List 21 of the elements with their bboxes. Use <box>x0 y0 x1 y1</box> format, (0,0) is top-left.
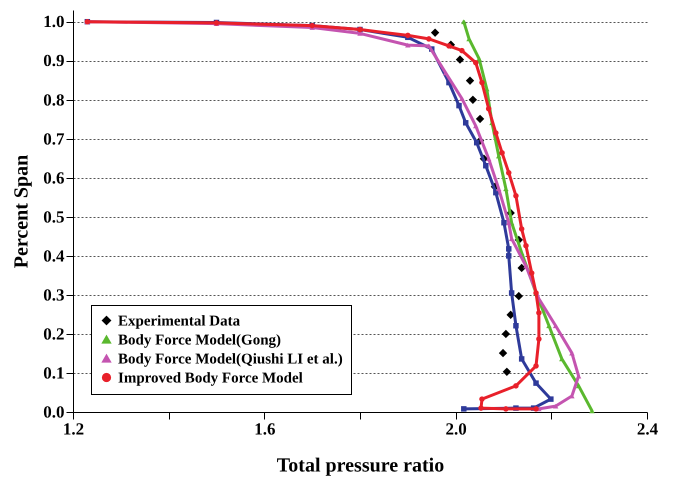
y-tick-label: 0.1 <box>43 363 64 382</box>
legend-label: Body Force Model(Gong) <box>118 332 282 348</box>
legend-label: Body Force Model(Qiushi LI et al.) <box>118 352 343 368</box>
legend-label: Experimental Data <box>118 314 241 330</box>
y-tick-label: 0.4 <box>43 246 65 266</box>
y-tick-label: 0.0 <box>43 402 64 422</box>
x-tick-label: 1.6 <box>254 420 276 438</box>
y-tick-label: 0.7 <box>43 129 65 148</box>
y-tick-label: 0.2 <box>43 324 64 344</box>
x-tick-label: 1.2 <box>62 420 84 438</box>
y-tick-label: 0.9 <box>43 51 64 70</box>
legend-label: Improved Body Force Model <box>118 370 303 386</box>
y-tick-label: 0.5 <box>43 207 64 226</box>
x-tick-label: 2.0 <box>446 420 467 438</box>
y-tick-label: 0.8 <box>43 90 64 110</box>
x-tick-label: 2.4 <box>636 420 659 438</box>
y-axis-title: Percent Span <box>10 154 32 268</box>
x-axis-title: Total pressure ratio <box>276 454 444 476</box>
y-tick-label: 0.6 <box>43 168 64 188</box>
y-tick-label: 1.0 <box>43 12 64 32</box>
y-tick-label: 0.3 <box>43 285 64 304</box>
